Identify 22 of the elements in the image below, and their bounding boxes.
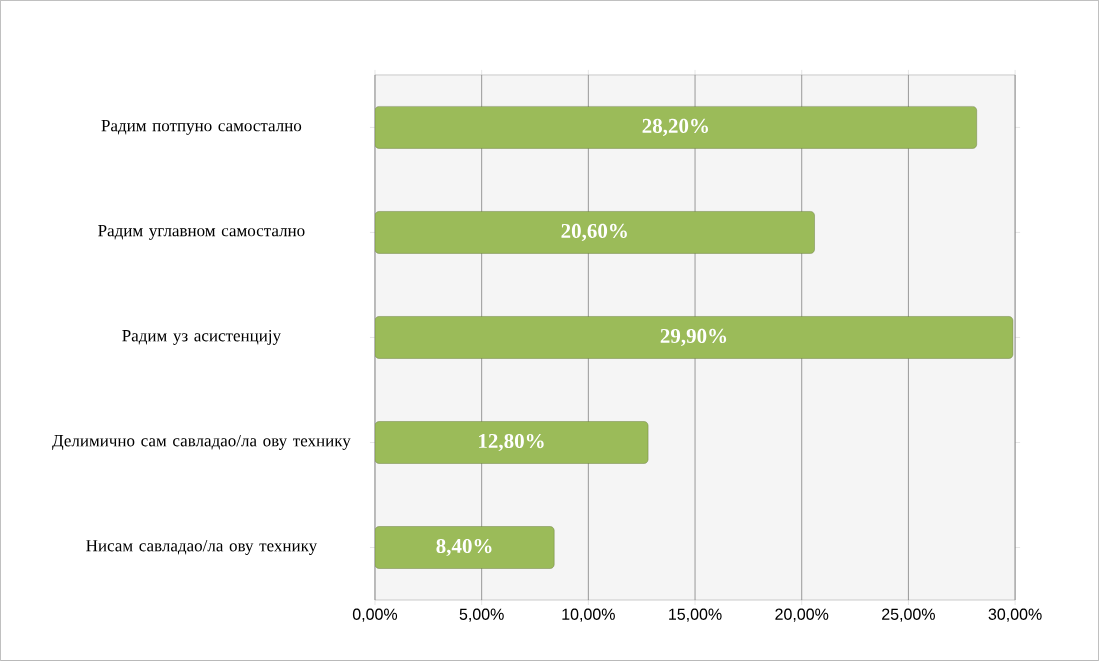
data-label: 12,80%	[479, 433, 544, 452]
y-tick-label: Делимично сам савладао/ла ову технику	[52, 435, 351, 450]
x-tick-label: 15,00%	[669, 608, 722, 622]
y-tick-label: Радим потпуно самостално	[101, 120, 302, 135]
y-tick-label: Нисам савладао/ла ову технику	[86, 540, 318, 555]
bar	[374, 421, 649, 464]
data-label: 28,20%	[642, 118, 708, 137]
data-label: 29,90%	[660, 328, 727, 347]
x-tick-label: 30,00%	[988, 608, 1042, 622]
x-tick-label: 5,00%	[459, 608, 504, 622]
y-tick-label: Радим уз асистенцију	[122, 330, 281, 345]
y-tick-label: Радим углавном самостално	[98, 225, 305, 240]
x-tick-label: 0,00%	[352, 608, 398, 622]
data-label: 20,60%	[561, 223, 627, 242]
bar	[374, 211, 815, 254]
bar	[374, 106, 977, 149]
x-tick-label: 10,00%	[562, 608, 615, 622]
x-tick-label: 25,00%	[882, 608, 935, 622]
bar	[374, 316, 1014, 359]
bar	[374, 526, 555, 569]
x-tick-label: 20,00%	[775, 608, 829, 622]
data-label: 8,40%	[436, 538, 492, 557]
